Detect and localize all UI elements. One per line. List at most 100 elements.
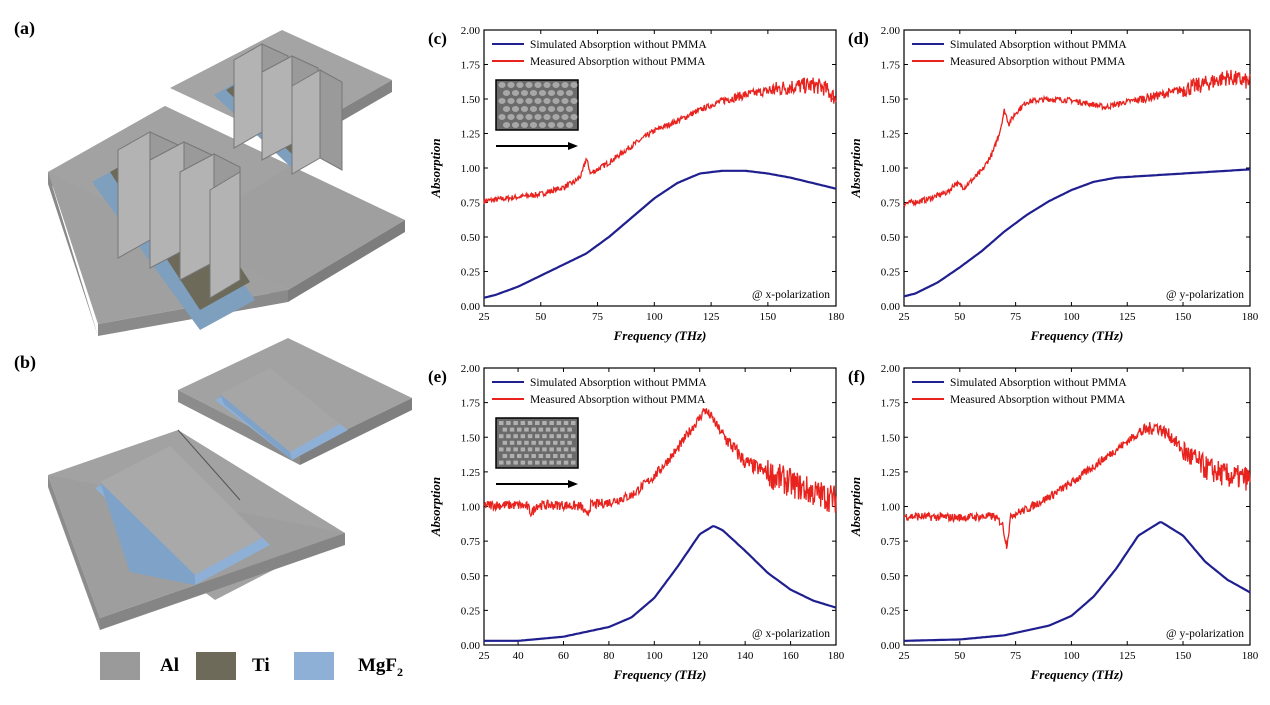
sem-cell	[571, 460, 576, 465]
x-tick-label: 125	[1119, 650, 1136, 662]
y-tick-label: 0.50	[881, 232, 901, 244]
x-tick-label: 25	[899, 311, 911, 323]
sem-cell	[556, 434, 562, 439]
x-tick-label: 50	[954, 650, 966, 662]
legend-label: Measured Absorption without PMMA	[530, 394, 706, 406]
sem-cell	[560, 440, 565, 445]
x-axis-label: Frequency (THz)	[613, 328, 707, 343]
chart-e: (e) 25 40 60 80 100 120 140 160 180 0.00 0.25 0.50 0.…	[428, 363, 845, 682]
sem-cell	[499, 447, 504, 452]
sem-cell	[556, 90, 565, 96]
sem-cell	[553, 454, 558, 458]
sem-cell	[527, 434, 533, 439]
sem-cell	[499, 434, 504, 439]
y-tick-label: 1.75	[461, 60, 481, 72]
y-tick-label: 1.50	[461, 432, 481, 444]
sem-cell	[563, 421, 569, 425]
sem-cell	[556, 447, 562, 452]
y-tick-label: 0.50	[881, 571, 901, 583]
mgf2-label: MgF2	[358, 655, 404, 679]
y-tick-label: 2.00	[881, 363, 901, 375]
sem-cell	[571, 447, 576, 452]
sem-cell	[535, 460, 540, 465]
sem-cell	[516, 98, 524, 104]
legend-label: Measured Absorption without PMMA	[950, 394, 1126, 406]
y-axis-label: Absorption	[428, 477, 443, 537]
sem-cell	[538, 454, 544, 458]
y-tick-label: 1.25	[881, 129, 901, 141]
y-axis-label: Absorption	[848, 138, 863, 198]
x-tick-label: 25	[899, 650, 911, 662]
sem-cell	[538, 90, 547, 96]
sem-cell	[524, 440, 529, 445]
x-tick-label: 160	[782, 650, 799, 662]
sem-cell	[507, 98, 515, 104]
sem-cell	[553, 440, 558, 445]
x-tick-label: 50	[954, 311, 966, 323]
sem-cell	[520, 122, 529, 128]
sem-cell	[563, 447, 569, 452]
series-line-simulated	[483, 169, 837, 299]
legend-label: Simulated Absorption without PMMA	[530, 39, 707, 51]
sem-cell	[542, 434, 547, 439]
sem-cell	[535, 434, 540, 439]
sem-cell	[549, 421, 554, 425]
sem-cell	[543, 98, 551, 104]
sem-inset-frame	[495, 79, 579, 131]
sem-cell	[547, 90, 556, 96]
sem-cell	[561, 98, 569, 104]
sem-cell	[561, 114, 569, 120]
sem-cell	[513, 421, 518, 425]
sem-cell	[520, 447, 526, 452]
panel-label-a: (a)	[14, 18, 35, 38]
x-tick-label: 100	[1063, 311, 1080, 323]
sem-cell	[517, 454, 522, 458]
legend-label: Measured Absorption without PMMA	[950, 56, 1126, 68]
sem-cell	[511, 106, 520, 112]
y-tick-label: 2.00	[461, 25, 481, 37]
sem-cell	[531, 440, 536, 445]
ti-label: Ti	[252, 655, 270, 676]
sem-cell	[571, 434, 576, 439]
x-tick-label: 40	[513, 650, 525, 662]
chart-letter-c: (c)	[428, 29, 447, 48]
x-tick-label: 180	[1242, 311, 1259, 323]
chart-letter-e: (e)	[428, 367, 447, 386]
sem-cell	[549, 460, 554, 465]
series-line-simulated	[904, 521, 1251, 642]
x-tick-label: 50	[535, 311, 547, 323]
sem-cell	[543, 114, 551, 120]
polarization-arrowhead	[568, 480, 578, 488]
sem-cell	[502, 454, 508, 458]
x-tick-label: 100	[646, 311, 663, 323]
y-tick-label: 1.50	[461, 94, 481, 106]
series-line-simulated	[484, 525, 837, 642]
y-tick-label: 0.00	[461, 640, 481, 652]
sem-cell	[563, 460, 569, 465]
y-tick-label: 1.00	[881, 502, 901, 514]
mgf2-swatch	[294, 652, 334, 680]
x-tick-label: 180	[828, 311, 845, 323]
sem-cell	[542, 421, 547, 425]
sem-cell	[549, 447, 554, 452]
x-tick-label: 60	[558, 650, 570, 662]
x-tick-label: 75	[1010, 650, 1022, 662]
sem-cell	[513, 460, 518, 465]
x-tick-label: 120	[691, 650, 708, 662]
x-axis-label: Frequency (THz)	[1030, 667, 1124, 682]
x-axis-label: Frequency (THz)	[1030, 328, 1124, 343]
al-swatch	[100, 652, 140, 680]
sem-cell	[525, 114, 533, 120]
y-tick-label: 1.00	[461, 163, 481, 175]
sem-cell	[509, 440, 515, 445]
sem-cell	[525, 98, 533, 104]
sem-inset	[495, 417, 579, 488]
x-tick-label: 150	[760, 311, 777, 323]
sem-cell	[570, 114, 578, 120]
sem-cell	[552, 98, 560, 104]
x-tick-label: 125	[703, 311, 720, 323]
series-line-measured	[903, 422, 1251, 549]
sem-cell	[545, 454, 551, 458]
series-line-measured	[483, 408, 837, 518]
sem-cell	[506, 421, 511, 425]
